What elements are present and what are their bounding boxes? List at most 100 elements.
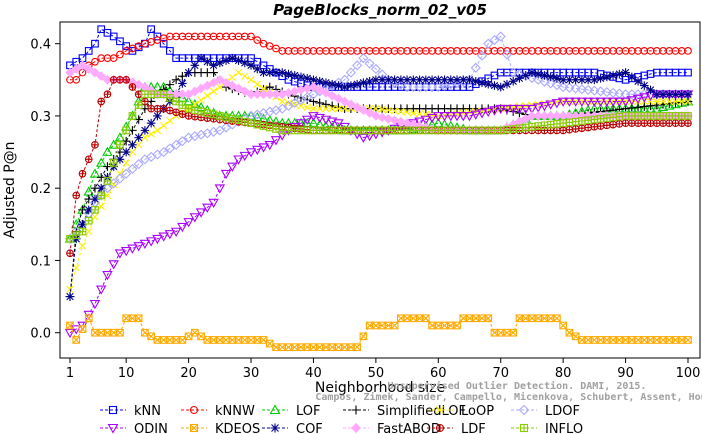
- data-point: [533, 69, 543, 79]
- data-point: [483, 79, 493, 89]
- data-point: [221, 56, 231, 65]
- data-point: [302, 74, 312, 83]
- data-point: [97, 191, 106, 200]
- data-point: [583, 75, 593, 85]
- data-point: [120, 246, 132, 257]
- data-point: [515, 74, 524, 83]
- x-tick-label: 100: [676, 366, 701, 381]
- data-point: [133, 159, 144, 170]
- data-point: [353, 343, 362, 352]
- data-point: [546, 120, 555, 129]
- data-point: [665, 336, 674, 344]
- data-point: [190, 61, 200, 70]
- data-point: [158, 146, 169, 158]
- data-point: [621, 119, 630, 128]
- data-point: [252, 145, 263, 156]
- data-point: [109, 75, 118, 84]
- data-point: [196, 129, 207, 140]
- data-point: [215, 336, 224, 344]
- data-point: [271, 68, 281, 77]
- data-point: [483, 38, 494, 49]
- data-point: [532, 103, 544, 113]
- data-point: [558, 81, 569, 93]
- data-point: [551, 80, 562, 91]
- data-point: [171, 75, 181, 85]
- data-point: [90, 67, 100, 78]
- data-point: [671, 89, 680, 99]
- data-point: [570, 83, 581, 94]
- data-point: [558, 75, 568, 85]
- data-point: [172, 97, 180, 106]
- data-point: [590, 336, 599, 344]
- data-point: [121, 168, 132, 179]
- data-point: [639, 93, 650, 103]
- data-point: [78, 242, 87, 250]
- data-point: [133, 242, 144, 252]
- data-point: [116, 37, 124, 46]
- data-point: [65, 67, 75, 78]
- data-point: [570, 97, 581, 107]
- data-point: [91, 206, 99, 214]
- data-point: [664, 100, 675, 110]
- x-axis-label: Neighborhood size: [315, 380, 445, 396]
- data-point: [495, 104, 506, 115]
- data-point: [220, 169, 232, 180]
- data-point: [209, 61, 218, 70]
- data-point: [234, 68, 243, 77]
- data-point: [127, 163, 138, 175]
- data-point: [602, 114, 611, 122]
- data-point: [320, 115, 332, 125]
- x-tick-label: 20: [180, 366, 197, 381]
- data-point: [314, 113, 325, 124]
- data-point: [340, 105, 349, 113]
- data-point: [607, 97, 619, 107]
- data-point: [339, 96, 350, 107]
- data-point: [197, 332, 205, 341]
- data-point: [608, 71, 618, 80]
- data-point: [640, 336, 649, 344]
- data-point: [503, 328, 511, 337]
- data-point: [178, 101, 187, 109]
- data-point: [102, 146, 113, 156]
- data-point: [227, 162, 238, 172]
- data-point: [652, 119, 661, 128]
- legend-label: kNN: [134, 404, 161, 419]
- data-point: [646, 85, 655, 95]
- data-point: [178, 79, 187, 88]
- x-tick-label: 40: [305, 366, 322, 381]
- data-point: [66, 321, 74, 330]
- data-point: [334, 102, 343, 112]
- data-point: [102, 183, 113, 194]
- data-point: [333, 93, 344, 104]
- data-point: [451, 112, 463, 122]
- data-point: [426, 113, 438, 124]
- y-tick-label: 0.4: [30, 38, 51, 53]
- data-point: [147, 332, 156, 341]
- series-line: [69, 35, 688, 240]
- data-point: [358, 105, 369, 116]
- data-point: [308, 117, 319, 128]
- data-point: [278, 97, 286, 106]
- data-point: [296, 72, 306, 82]
- data-point: [334, 343, 343, 352]
- data-point: [196, 53, 206, 63]
- data-point: [571, 125, 580, 133]
- data-point: [476, 109, 488, 119]
- data-point: [565, 75, 574, 85]
- data-point: [326, 117, 338, 127]
- data-point: [553, 120, 561, 128]
- plot-frame: [59, 21, 701, 359]
- data-point: [589, 97, 600, 107]
- data-point: [284, 343, 293, 352]
- data-point: [626, 96, 638, 106]
- data-point: [582, 97, 594, 107]
- data-point: [134, 90, 143, 99]
- data-point: [195, 208, 207, 218]
- legend-label: kNNW: [215, 404, 255, 419]
- data-point: [646, 119, 655, 128]
- data-point: [621, 68, 630, 77]
- data-point: [501, 104, 513, 115]
- data-point: [565, 328, 574, 337]
- data-point: [228, 53, 237, 63]
